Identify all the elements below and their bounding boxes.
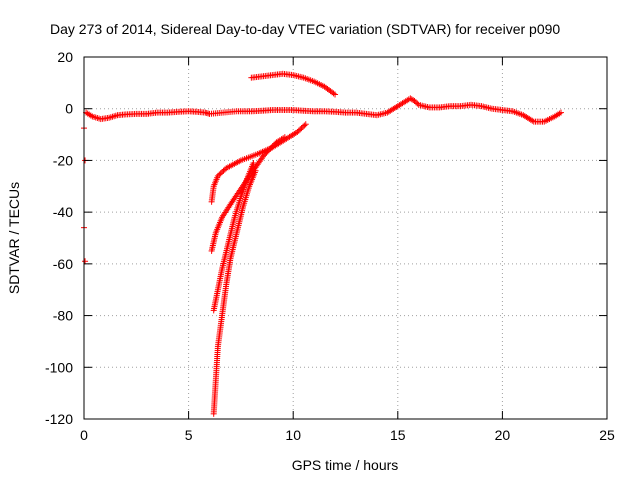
data-markers <box>81 70 564 417</box>
y-tick-label: -60 <box>53 256 73 272</box>
plus-marker <box>414 100 421 107</box>
plus-marker <box>299 123 306 130</box>
grid <box>84 57 607 419</box>
plus-marker <box>294 128 301 135</box>
plus-marker <box>529 117 536 124</box>
plus-marker <box>260 152 267 159</box>
plus-marker <box>297 126 304 133</box>
x-axis-label: GPS time / hours <box>292 457 399 473</box>
y-axis-label: SDTVAR / TECUs <box>6 182 22 294</box>
plus-marker <box>82 258 89 265</box>
y-tick-label: -80 <box>53 308 73 324</box>
plus-marker <box>265 147 272 154</box>
x-tick-label: 10 <box>285 427 301 443</box>
axis-ticks <box>83 56 608 420</box>
x-tick-label: 5 <box>185 427 193 443</box>
plus-marker <box>412 99 419 106</box>
plus-marker <box>264 148 271 155</box>
plus-marker <box>330 90 337 97</box>
y-tick-label: -20 <box>53 152 73 168</box>
plus-marker <box>298 125 305 132</box>
plus-marker <box>217 170 224 177</box>
y-tick-label: -100 <box>45 359 73 375</box>
plot-frame <box>83 56 608 420</box>
y-tick-label: 0 <box>65 101 73 117</box>
plus-marker <box>393 104 400 111</box>
plus-marker <box>263 149 270 156</box>
y-tick-label: 20 <box>57 49 73 65</box>
x-tick-label: 25 <box>599 427 615 443</box>
plus-marker <box>250 160 257 167</box>
plus-marker <box>269 143 276 150</box>
plus-marker <box>301 122 308 129</box>
chart-title: Day 273 of 2014, Sidereal Day-to-day VTE… <box>50 21 560 37</box>
plus-marker <box>216 171 223 178</box>
x-tick-label: 15 <box>390 427 406 443</box>
plus-marker <box>411 97 418 104</box>
plus-marker <box>332 91 339 98</box>
plus-marker <box>267 145 274 152</box>
plus-marker <box>219 169 226 176</box>
tick-labels: 0 5 10 15 20 25 -120 -100 -80 -60 -40 -20 0 20 <box>45 49 615 443</box>
plus-marker <box>270 141 277 148</box>
y-tick-label: -120 <box>45 411 73 427</box>
plus-marker <box>262 150 269 157</box>
plus-marker <box>252 167 259 174</box>
plus-marker <box>214 172 221 179</box>
x-tick-label: 0 <box>80 427 88 443</box>
plus-marker <box>220 167 227 174</box>
plus-marker <box>281 134 288 141</box>
y-tick-label: -40 <box>53 204 73 220</box>
x-tick-label: 20 <box>495 427 511 443</box>
plus-marker <box>268 144 275 151</box>
plus-marker <box>557 109 564 116</box>
plus-marker <box>295 127 302 134</box>
plus-marker <box>302 121 309 128</box>
plus-marker <box>221 166 228 173</box>
